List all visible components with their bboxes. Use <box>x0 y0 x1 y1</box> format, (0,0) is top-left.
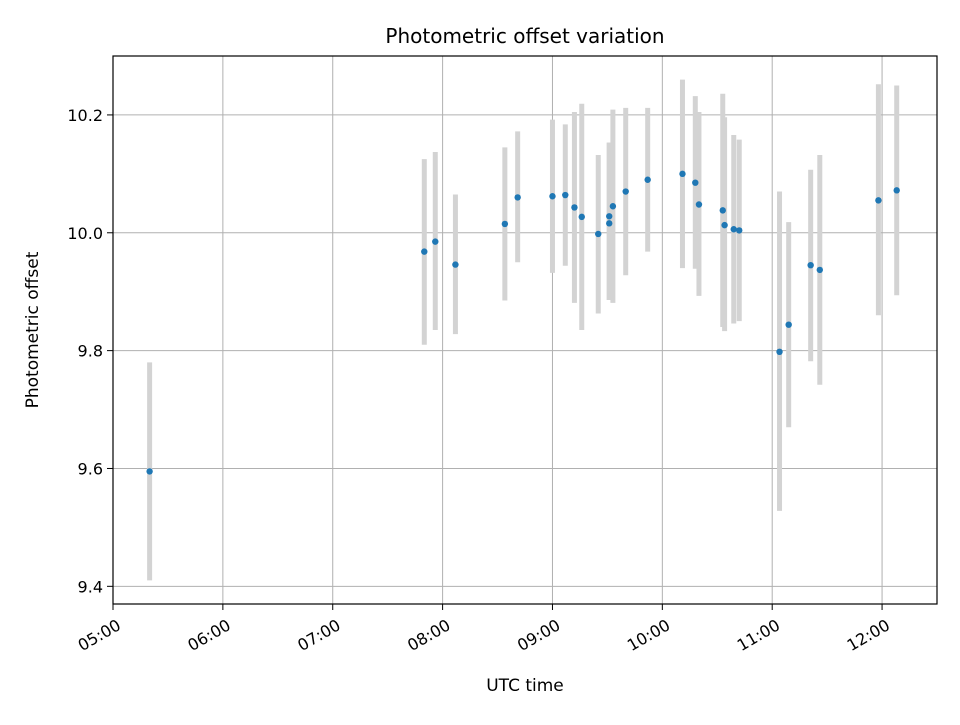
grid-lines <box>112 56 937 604</box>
data-point <box>571 204 578 211</box>
data-point <box>776 348 783 356</box>
data-point <box>514 194 521 201</box>
data-point <box>606 220 613 227</box>
y-axis-ticks: 9.4 9.6 9.8 10.0 10.2 <box>67 106 113 596</box>
y-tick-label: 9.4 <box>78 577 103 596</box>
data-point <box>679 170 686 178</box>
data-point <box>875 197 882 204</box>
y-tick-label: 10.2 <box>67 106 103 125</box>
data-point <box>501 220 509 228</box>
data-point <box>421 248 428 255</box>
data-point <box>606 213 613 220</box>
data-point <box>695 201 703 208</box>
data-point <box>719 207 726 214</box>
data-point <box>893 187 900 194</box>
x-axis-label: UTC time <box>486 676 564 696</box>
data-point <box>549 193 556 200</box>
data-point <box>562 191 569 199</box>
data-point <box>644 176 651 183</box>
data-point <box>432 238 439 245</box>
plot-frame <box>112 55 938 605</box>
y-tick-label: 9.8 <box>78 342 103 361</box>
y-tick-label: 10.0 <box>67 224 103 243</box>
data-point <box>785 321 792 328</box>
chart-title: Photometric offset variation <box>385 24 664 48</box>
data-point <box>146 468 153 475</box>
data-point <box>692 179 699 186</box>
data-point <box>452 261 459 268</box>
data-points <box>146 170 900 475</box>
y-axis-label: Photometric offset <box>23 251 43 408</box>
data-point <box>609 203 617 210</box>
data-point <box>730 226 737 233</box>
data-point <box>736 227 743 234</box>
y-tick-label: 9.6 <box>78 459 103 478</box>
data-point <box>595 230 602 238</box>
data-point <box>721 221 728 229</box>
data-point <box>807 261 814 269</box>
data-point <box>816 266 824 274</box>
data-point <box>622 188 629 195</box>
data-point <box>578 213 585 221</box>
